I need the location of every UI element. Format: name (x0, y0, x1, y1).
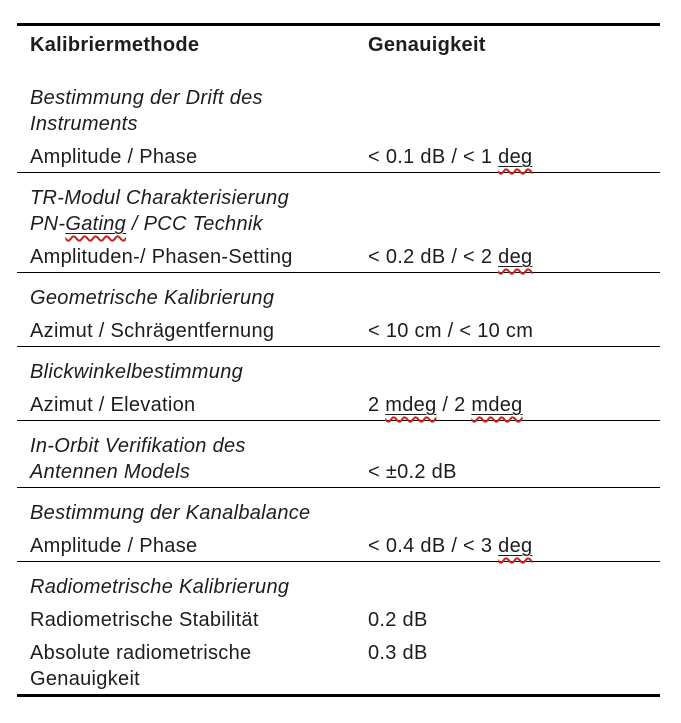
table-header-row: Kalibriermethode Genauigkeit (17, 26, 660, 85)
method-cell: Azimut / Schrägentfernung (30, 320, 275, 342)
accuracy-cell: 0.2 dB (368, 609, 428, 631)
header-method-column: Kalibriermethode (30, 34, 200, 56)
table-row: Amplitude / Phase < 0.1 dB / < 1 deg (30, 144, 660, 170)
table-section: Bestimmung der Kanalbalance Amplitude / P… (17, 488, 660, 562)
accuracy-cell (368, 85, 660, 111)
table-section: Geometrische Kalibrierung Azimut / Schräg… (17, 273, 660, 347)
table-row: Blickwinkelbestimmung (30, 359, 660, 385)
method-cell: Absolute radiometrische (30, 642, 252, 664)
table-section: Bestimmung der Drift des Instruments Ampli… (17, 85, 660, 173)
accuracy-cell (368, 433, 660, 459)
accuracy-cell: < 10 cm / < 10 cm (368, 320, 534, 342)
table-row: Geometrische Kalibrierung (30, 285, 660, 311)
accuracy-cell: < 0.2 dB / < 2 deg (368, 246, 533, 268)
table-row: Bestimmung der Kanalbalance (30, 500, 660, 526)
table-row: Amplitude / Phase < 0.4 dB / < 3 deg (30, 533, 660, 559)
accuracy-cell (368, 359, 660, 385)
table-row: Amplituden-/ Phasen-Setting < 0.2 dB / < … (30, 244, 660, 270)
method-cell: Amplituden-/ Phasen-Setting (30, 246, 293, 268)
table-row: Antennen Models < ±0.2 dB (30, 459, 660, 485)
table-row: Absolute radiometrische 0.3 dB (30, 640, 660, 666)
method-cell: Amplitude / Phase (30, 535, 198, 557)
accuracy-cell (368, 574, 660, 600)
table-row: In-Orbit Verifikation des (30, 433, 660, 459)
accuracy-cell (368, 211, 660, 237)
table-body: Bestimmung der Drift des Instruments Ampli… (17, 85, 660, 694)
accuracy-cell (368, 285, 660, 311)
accuracy-cell: 0.3 dB (368, 642, 428, 664)
method-cell: Amplitude / Phase (30, 146, 198, 168)
method-cell: Geometrische Kalibrierung (30, 287, 275, 309)
spellchecked-word: deg (498, 146, 533, 168)
table-section: Blickwinkelbestimmung Azimut / Elevation 2… (17, 347, 660, 421)
spellchecked-word: mdeg (471, 394, 523, 416)
header-accuracy-column: Genauigkeit (368, 34, 486, 56)
accuracy-cell: < 0.1 dB / < 1 deg (368, 146, 533, 168)
spellchecked-word: Gating (65, 213, 127, 235)
table-row: Azimut / Schrägentfernung < 10 cm / < 10 … (30, 318, 660, 344)
method-cell: In-Orbit Verifikation des (30, 435, 246, 457)
method-cell: Antennen Models (30, 461, 191, 483)
calibration-methods-table: Kalibriermethode Genauigkeit Bestimmung … (17, 23, 660, 697)
spellchecked-word: deg (498, 246, 533, 268)
method-cell: PN-Gating / PCC Technik (30, 213, 263, 235)
accuracy-cell (368, 666, 660, 692)
accuracy-cell: < 0.4 dB / < 3 deg (368, 535, 533, 557)
accuracy-cell: < ±0.2 dB (368, 461, 457, 483)
table-section: TR-Modul Charakterisierung PN-Gating / PC… (17, 173, 660, 273)
method-cell: Genauigkeit (30, 668, 141, 690)
method-cell: Azimut / Elevation (30, 394, 196, 416)
table-row: PN-Gating / PCC Technik (30, 211, 660, 237)
table-row: Genauigkeit (30, 666, 660, 692)
table-row: Radiometrische Kalibrierung (30, 574, 660, 600)
table-row: Radiometrische Stabilität 0.2 dB (30, 607, 660, 633)
accuracy-cell: 2 mdeg / 2 mdeg (368, 394, 523, 416)
accuracy-cell (368, 111, 660, 137)
spellchecked-word: mdeg (385, 394, 437, 416)
method-cell: Blickwinkelbestimmung (30, 361, 244, 383)
method-cell: Radiometrische Stabilität (30, 609, 259, 631)
table-row: Instruments (30, 111, 660, 137)
table-row: Bestimmung der Drift des (30, 85, 660, 111)
method-cell: Bestimmung der Kanalbalance (30, 502, 311, 524)
accuracy-cell (368, 185, 660, 211)
table-section: Radiometrische Kalibrierung Radiometrisch… (17, 562, 660, 694)
method-cell: Bestimmung der Drift des (30, 87, 263, 109)
spellchecked-word: deg (498, 535, 533, 557)
table-row: TR-Modul Charakterisierung (30, 185, 660, 211)
method-cell: Radiometrische Kalibrierung (30, 576, 290, 598)
table-row: Azimut / Elevation 2 mdeg / 2 mdeg (30, 392, 660, 418)
method-cell: TR-Modul Charakterisierung (30, 187, 290, 209)
table-section: In-Orbit Verifikation des Antennen Models… (17, 421, 660, 488)
method-cell: Instruments (30, 113, 138, 135)
accuracy-cell (368, 500, 660, 526)
